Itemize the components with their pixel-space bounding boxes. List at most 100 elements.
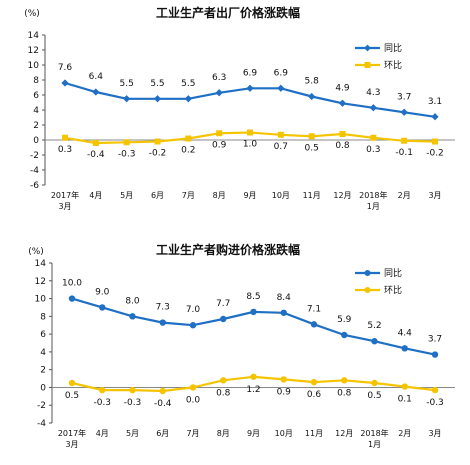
x-tick-label: 2017年 (58, 428, 86, 438)
x-tick-label: 3月 (58, 202, 71, 211)
data-point (277, 84, 285, 92)
data-label: 9.0 (95, 287, 110, 297)
legend-entry: 环比 (384, 59, 402, 71)
legend-entry: 同比 (384, 267, 402, 279)
data-label: 0.9 (277, 387, 292, 397)
data-point (99, 304, 106, 311)
y-tick-label: 14 (35, 259, 47, 269)
data-label: -0.3 (426, 398, 444, 408)
data-label: 0.5 (305, 143, 319, 153)
y-tick-label: 0 (33, 136, 39, 146)
data-label: 6.3 (212, 73, 226, 83)
data-point (308, 133, 315, 140)
chart-title: 工业生产者购进价格涨跌幅 (156, 242, 300, 257)
x-tick-label: 8月 (213, 191, 226, 200)
ppi-purchase-chart: 工业生产者购进价格涨跌幅 (%) -4 -2 0 2 4 6 8 10 12 14 2017年 3月 4月 5… (28, 242, 455, 449)
x-tick-label: 9月 (243, 191, 256, 200)
x-tick-label: 5月 (120, 191, 133, 200)
data-label: 6.9 (274, 68, 289, 78)
data-label: -0.2 (426, 149, 444, 159)
x-tick-label: 5月 (126, 429, 139, 438)
data-point (159, 319, 166, 326)
x-tick-label: 6月 (156, 429, 169, 438)
data-label: 0.9 (212, 140, 227, 150)
data-label: 3.7 (428, 335, 442, 345)
data-label: -0.2 (149, 149, 167, 159)
x-tick-label: 9月 (247, 429, 260, 438)
data-label: -0.3 (93, 398, 111, 408)
y-tick-label: 6 (33, 91, 39, 101)
x-tick-label: 4月 (89, 191, 102, 200)
x-tick-label: 10月 (275, 429, 293, 438)
y-tick-label: 2 (40, 366, 46, 376)
x-tick-label: 2018年 (360, 428, 388, 438)
data-label: 8.0 (125, 296, 140, 306)
data-label: 0.5 (367, 391, 381, 401)
data-label: -0.3 (124, 398, 142, 408)
data-point (431, 351, 439, 358)
data-label: 5.9 (337, 315, 352, 325)
y-tick-label: -4 (37, 419, 46, 429)
data-label: 5.5 (181, 79, 195, 89)
y-tick-label: 10 (35, 295, 47, 305)
x-tick-label: 2017年 (51, 190, 79, 200)
x-tick-label: 1月 (368, 440, 381, 449)
data-label: 1.0 (243, 140, 258, 150)
data-point (246, 84, 254, 92)
data-label: 5.5 (120, 79, 134, 89)
data-point (250, 308, 257, 316)
data-point (371, 338, 378, 345)
data-point (185, 135, 192, 142)
data-point (61, 79, 69, 87)
x-tick-label: 10月 (272, 191, 290, 200)
data-point (280, 309, 287, 316)
data-label: 6.9 (243, 68, 258, 78)
x-tick-label: 4月 (96, 429, 109, 438)
legend-swatch-marker (364, 62, 371, 68)
data-point (310, 378, 318, 386)
x-tick-label: 6月 (151, 191, 164, 200)
x-tick-label: 11月 (305, 429, 323, 438)
data-point (92, 140, 99, 146)
data-label: 0.2 (181, 146, 195, 156)
y-tick-label: 14 (28, 31, 40, 41)
data-label: 7.1 (307, 304, 321, 314)
data-label: 0.6 (307, 390, 322, 400)
legend-entry: 环比 (384, 284, 402, 296)
data-label: 8.5 (246, 292, 260, 302)
data-label: 0.8 (335, 141, 350, 151)
y-tick-label: 6 (40, 330, 46, 340)
data-label: -0.4 (87, 150, 105, 160)
data-point (184, 95, 192, 103)
data-point (401, 345, 408, 352)
ppi-output-chart: 工业生产者出厂价格涨跌幅 (%) -6 -4 -2 0 2 4 6 8 10 12 14 2017年 3月 4… (24, 5, 455, 211)
data-label: -0.4 (154, 399, 172, 409)
data-label: 3.7 (397, 92, 411, 102)
data-label: 3.1 (428, 97, 442, 107)
data-point (62, 134, 68, 141)
data-label: -0.3 (118, 149, 136, 159)
x-tick-label: 11月 (303, 191, 321, 200)
y-tick-label: 10 (28, 61, 40, 71)
chart-title: 工业生产者出厂价格涨跌幅 (156, 5, 300, 20)
data-label: 7.7 (216, 299, 230, 309)
x-tick-label: 7月 (186, 429, 199, 438)
data-point (129, 313, 136, 320)
legend-swatch-marker (364, 270, 371, 276)
data-point (369, 104, 377, 112)
data-point (123, 139, 130, 146)
data-point (123, 95, 131, 103)
data-point (277, 131, 284, 138)
data-point (431, 113, 439, 121)
data-point (432, 138, 438, 145)
y-tick-label: -2 (30, 151, 39, 161)
data-point (68, 295, 76, 302)
data-point (401, 383, 408, 390)
y-tick-label: 8 (33, 76, 39, 86)
data-point (129, 386, 136, 394)
data-point (68, 379, 76, 387)
data-point (159, 387, 166, 395)
data-point (370, 134, 377, 141)
data-point (92, 88, 100, 96)
data-point (280, 376, 287, 383)
